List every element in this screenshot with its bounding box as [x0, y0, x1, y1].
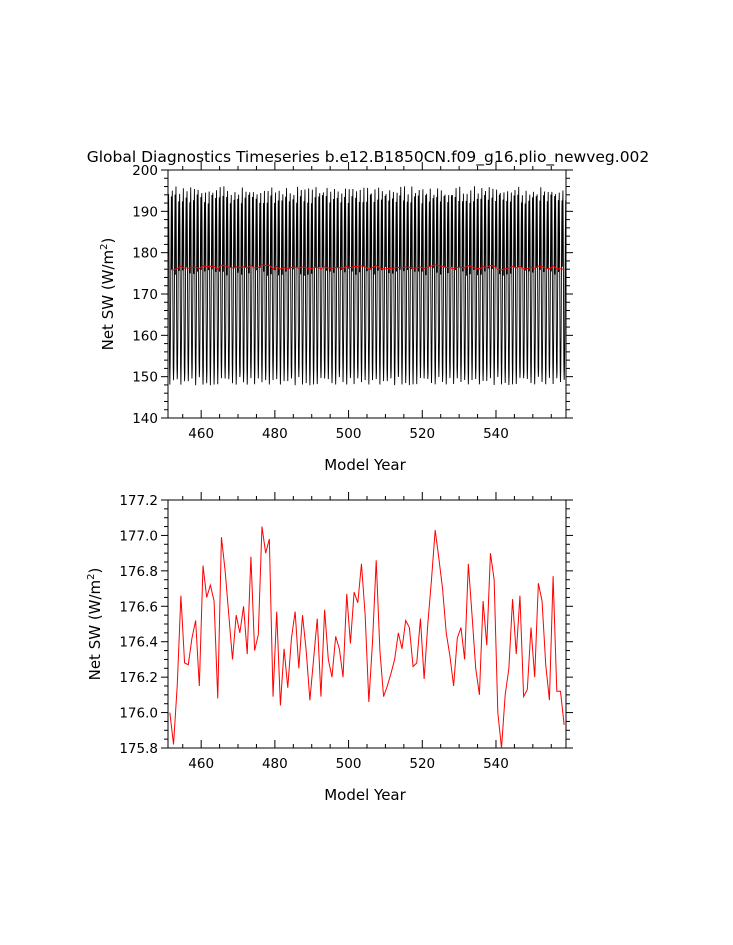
series-group-bottom: [169, 526, 565, 749]
x-axis-label-top: Model Year: [324, 456, 406, 474]
axis-ticks-top: [161, 162, 573, 419]
tick-labels-bottom: 460 480 500 520 540 175.8 176.0 176.2 176.4 176.6…: [119, 493, 509, 772]
y-axis-label-bottom: Net SW (W/m2): [86, 568, 104, 681]
y-tick-label: 150: [132, 370, 158, 386]
axis-ticks-bottom: [161, 492, 573, 749]
x-tick-label: 460: [188, 756, 214, 772]
y-tick-label: 176.6: [119, 599, 158, 615]
y-axis-label-top: Net SW (W/m2): [99, 238, 117, 351]
y-tick-label: 175.8: [119, 741, 158, 757]
x-tick-label: 540: [483, 756, 509, 772]
figure-title: Global Diagnostics Timeseries b.e12.B185…: [87, 148, 650, 167]
y-axis-label-bottom-sup: 2: [86, 573, 97, 579]
plot-frame-bottom: [167, 499, 567, 749]
x-tick-label: 480: [262, 756, 288, 772]
x-tick-label: 460: [188, 426, 214, 442]
x-tick-label: 520: [409, 756, 435, 772]
y-axis-label-bottom-end: ): [86, 568, 104, 574]
y-axis-label-top-end: ): [99, 238, 117, 244]
y-tick-label: 160: [132, 328, 158, 344]
y-tick-label: 176.4: [119, 635, 158, 651]
x-axis-label-bottom: Model Year: [324, 786, 406, 804]
y-tick-label: 177.0: [119, 528, 158, 544]
chart-panel-top: 460 480 500 520 540 140 150 160 170 180 190 200 Mod…: [99, 162, 573, 474]
x-tick-label: 500: [336, 756, 362, 772]
x-tick-label: 480: [262, 426, 288, 442]
y-tick-label: 140: [132, 411, 158, 427]
x-tick-label: 540: [483, 426, 509, 442]
x-tick-label: 520: [409, 426, 435, 442]
x-tick-label: 500: [336, 426, 362, 442]
monthly-series-line: [168, 186, 566, 386]
y-tick-label: 190: [132, 204, 158, 220]
y-axis-label-top-main: Net SW (W/m: [99, 250, 117, 351]
y-tick-label: 176.0: [119, 706, 158, 722]
y-tick-label: 180: [132, 246, 158, 262]
y-tick-label: 176.2: [119, 670, 158, 686]
y-tick-label: 177.2: [119, 493, 158, 509]
chart-panel-bottom: 460 480 500 520 540 175.8 176.0 176.2 176.4 176.6…: [86, 492, 573, 804]
tick-labels-top: 460 480 500 520 540 140 150 160 170 180 190 200: [132, 163, 509, 442]
y-axis-label-top-sup: 2: [99, 243, 110, 249]
y-tick-label: 170: [132, 287, 158, 303]
y-tick-label: 176.8: [119, 564, 158, 580]
annual-mean-line: [169, 264, 565, 271]
y-tick-label: 200: [132, 163, 158, 179]
series-group-top: [168, 186, 566, 386]
annual-mean-line: [169, 526, 565, 748]
y-axis-label-bottom-main: Net SW (W/m: [86, 580, 104, 681]
